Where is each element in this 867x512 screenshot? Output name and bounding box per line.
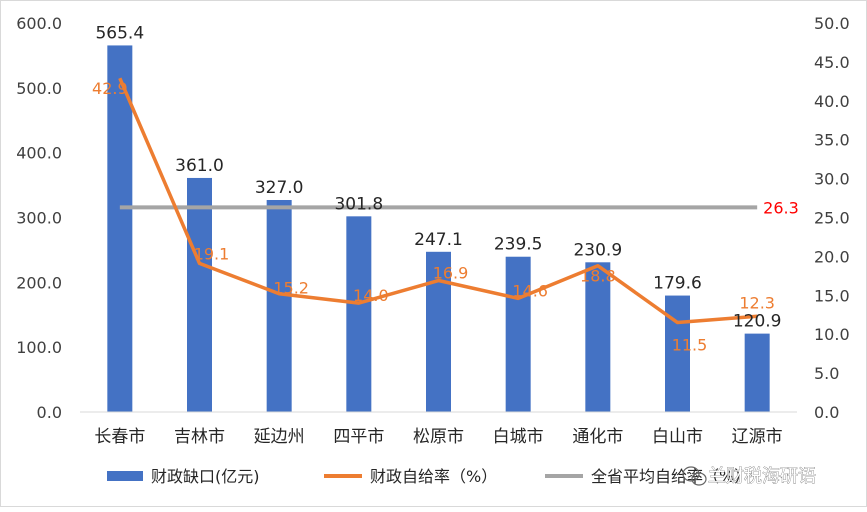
bar-data-labels: 565.4 361.0 327.0 301.8 247.1 239.5 230.9 179.6… <box>95 23 781 331</box>
left-axis-tick-label: 200.0 <box>16 273 62 292</box>
category-label: 长春市 <box>94 427 145 447</box>
bar-value-label: 179.6 <box>653 274 702 294</box>
bar-value-label: 301.8 <box>334 194 383 214</box>
bar <box>585 262 611 412</box>
category-label: 吉林市 <box>174 427 225 447</box>
bar-value-label: 230.9 <box>573 240 622 260</box>
wechat-icon <box>682 466 707 486</box>
rate-value-label: 15.2 <box>273 279 309 298</box>
right-axis-tick-label: 0.0 <box>814 403 839 422</box>
left-axis-tick-label: 400.0 <box>16 144 62 163</box>
legend: 财政缺口(亿元) 财政自给率（%） 全省平均自给率（%） <box>107 467 750 486</box>
left-axis-tick-label: 600.0 <box>16 14 62 33</box>
bar <box>187 177 212 412</box>
right-axis-tick-label: 45.0 <box>814 53 850 72</box>
bar-series <box>107 45 770 412</box>
category-label: 通化市 <box>572 427 623 447</box>
right-axis-tick-label: 50.0 <box>814 14 850 33</box>
rate-value-label: 14.6 <box>512 281 548 300</box>
bar <box>107 45 133 412</box>
right-axis-tick-label: 20.0 <box>814 247 850 266</box>
rate-value-label: 14.0 <box>353 286 389 305</box>
bar <box>744 333 770 412</box>
right-axis-tick-label: 25.0 <box>814 209 850 228</box>
left-axis-tick-label: 300.0 <box>16 209 62 228</box>
rate-value-label: 12.3 <box>739 293 775 312</box>
rate-line <box>118 77 758 325</box>
bar <box>426 251 451 412</box>
left-axis-ticks: 0.0 100.0 200.0 300.0 400.0 500.0 600.0 <box>16 14 62 422</box>
bar-value-label: 361.0 <box>175 156 224 176</box>
bar-value-label: 247.1 <box>414 230 463 250</box>
left-axis-tick-label: 0.0 <box>37 403 62 422</box>
line-data-labels: 42.9 19.1 15.2 14.0 16.9 14.6 18.8 11.5 12.3 <box>92 79 775 354</box>
legend-bar-label: 财政缺口(亿元) <box>151 467 260 486</box>
category-label: 辽源市 <box>732 427 783 447</box>
bar-value-label: 565.4 <box>95 23 144 43</box>
bar <box>346 216 372 412</box>
right-axis-ticks: 0.0 5.0 10.0 15.0 20.0 25.0 30.0 35.0 40.0 45.0 50… <box>814 14 850 422</box>
watermark-text: 兰财税海研语 <box>708 466 816 487</box>
category-label: 延边州 <box>254 427 305 447</box>
bar <box>505 256 531 412</box>
legend-rate-label: 财政自给率（%） <box>370 467 497 486</box>
legend-bar-swatch <box>107 471 143 481</box>
legend-average-label: 全省平均自给率（%） <box>591 467 750 486</box>
category-label: 松原市 <box>413 427 464 447</box>
right-axis-tick-label: 10.0 <box>814 325 850 344</box>
bar-value-label: 120.9 <box>733 312 782 332</box>
left-axis-tick-label: 100.0 <box>16 338 62 357</box>
right-axis-tick-label: 5.0 <box>814 364 839 383</box>
category-label: 白山市 <box>652 427 703 447</box>
average-line-series: 26.3 <box>119 198 799 217</box>
rate-value-label: 19.1 <box>194 244 230 263</box>
right-axis-tick-label: 15.0 <box>814 286 850 305</box>
category-label: 四平市 <box>333 427 384 447</box>
rate-value-label: 11.5 <box>672 336 708 355</box>
watermark: 兰财税海研语 <box>682 466 816 487</box>
rate-value-label: 42.9 <box>92 79 128 98</box>
rate-value-label: 16.9 <box>433 264 469 283</box>
right-axis-tick-label: 30.0 <box>814 170 850 189</box>
category-labels: 长春市 吉林市 延边州 四平市 松原市 白城市 通化市 白山市 辽源市 <box>94 427 782 447</box>
right-axis-tick-label: 35.0 <box>814 131 850 150</box>
bar-value-label: 239.5 <box>494 235 543 255</box>
rate-line-series <box>118 77 758 325</box>
bar <box>266 199 292 412</box>
left-axis-tick-label: 500.0 <box>16 79 62 98</box>
category-label: 白城市 <box>493 427 544 447</box>
average-line-label: 26.3 <box>763 198 799 217</box>
rate-value-label: 18.8 <box>580 267 616 286</box>
bar-value-label: 327.0 <box>255 178 304 198</box>
right-axis-tick-label: 40.0 <box>814 92 850 111</box>
